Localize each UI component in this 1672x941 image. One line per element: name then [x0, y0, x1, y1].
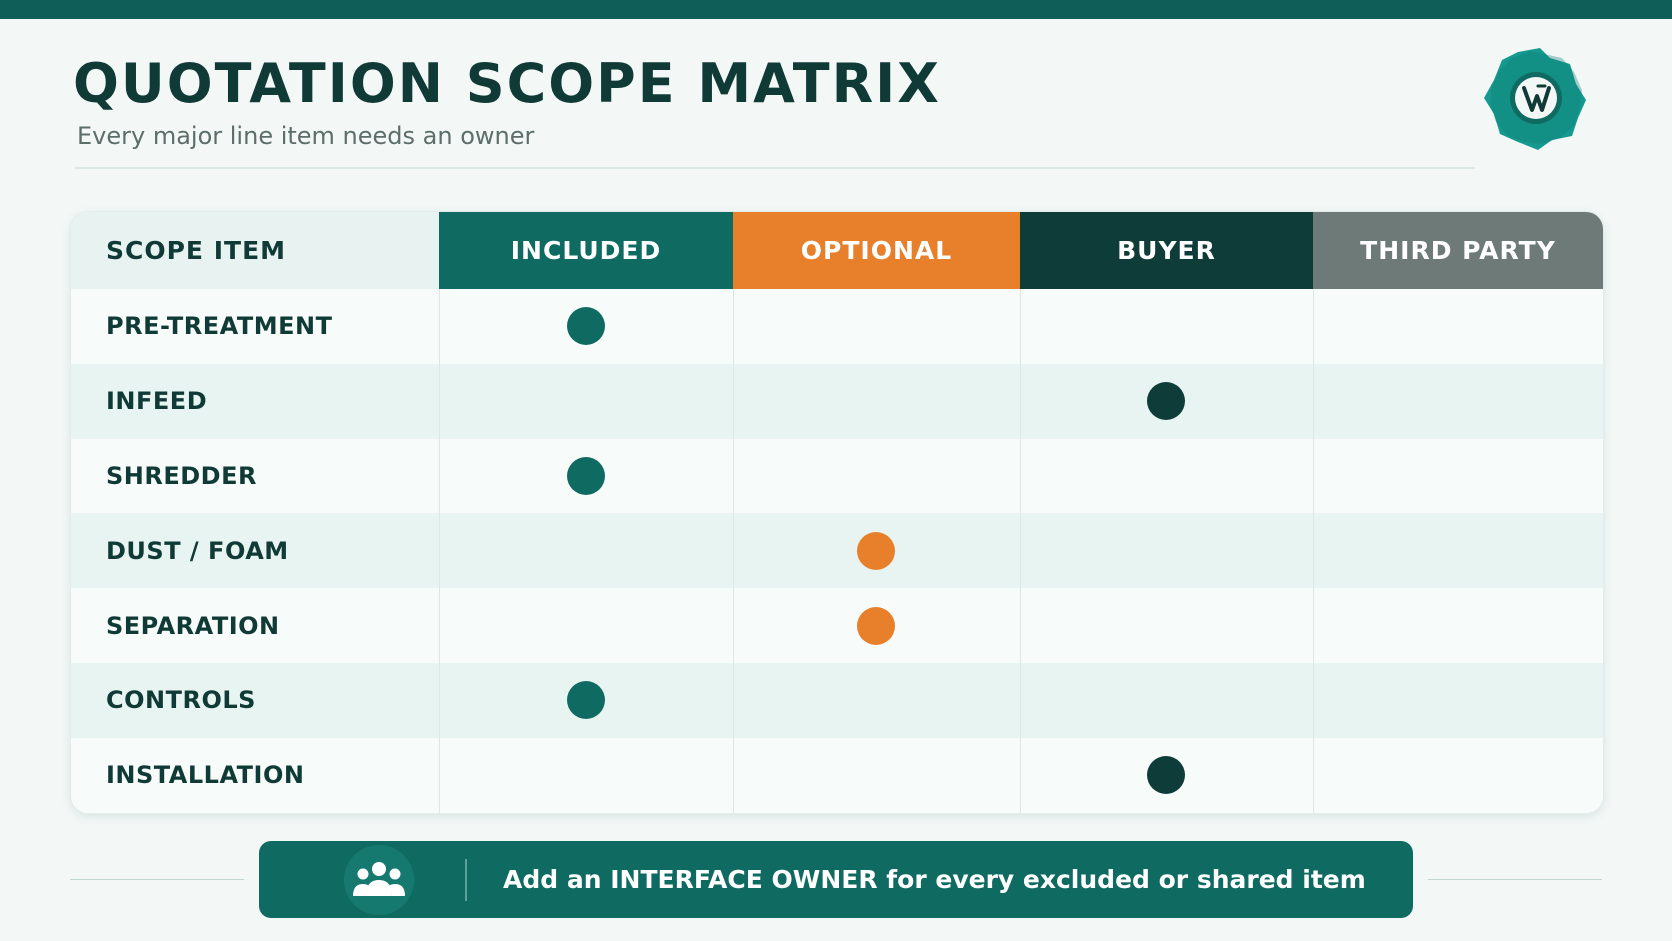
column-header-included: INCLUDED [439, 212, 733, 289]
scope-item-label: CONTROLS [106, 686, 256, 715]
ownership-dot-buyer [1147, 382, 1185, 421]
column-divider [1020, 289, 1021, 813]
table-row: SHREDDER [71, 438, 1603, 514]
column-divider [439, 289, 440, 813]
scope-item-label: INFEED [106, 387, 208, 416]
scope-item-label: INSTALLATION [106, 761, 305, 790]
ownership-dot-included [567, 456, 605, 495]
table-row: PRE-TREATMENT [71, 289, 1603, 364]
table-row: INFEED [71, 363, 1603, 439]
column-header-scope-item: SCOPE ITEM [71, 212, 439, 289]
column-header-third-party: THIRD PARTY [1313, 212, 1603, 289]
ownership-dot-buyer [1147, 756, 1185, 795]
table-row: INSTALLATION [71, 737, 1603, 813]
banner-text: Add an INTERFACE OWNER for every exclude… [503, 865, 1366, 894]
page-title: QUOTATION SCOPE MATRIX [73, 52, 941, 115]
scope-matrix-table: SCOPE ITEM INCLUDED OPTIONAL BUYER THIRD… [70, 211, 1604, 814]
column-divider [733, 289, 734, 813]
team-icon-badge [344, 845, 414, 915]
footer-rule-right [1428, 879, 1602, 880]
scope-item-label: PRE-TREATMENT [106, 312, 333, 341]
ownership-dot-included [567, 681, 605, 720]
column-header-optional: OPTIONAL [733, 212, 1020, 289]
table-body: PRE-TREATMENT INFEED SHREDDER DUST / FOA… [71, 289, 1603, 813]
ownership-dot-optional [857, 606, 895, 645]
title-divider [75, 167, 1475, 169]
scope-item-label: DUST / FOAM [106, 536, 289, 565]
interface-owner-banner: Add an INTERFACE OWNER for every exclude… [259, 841, 1413, 918]
top-accent-bar [0, 0, 1672, 19]
scope-item-label: SEPARATION [106, 611, 280, 640]
table-row: SEPARATION [71, 588, 1603, 663]
team-icon [353, 862, 405, 896]
footer-rule-left [70, 879, 244, 880]
table-row: CONTROLS [71, 663, 1603, 738]
banner-divider [465, 859, 467, 901]
ownership-dot-included [567, 307, 605, 346]
ownership-dot-optional [857, 531, 895, 570]
table-row: DUST / FOAM [71, 513, 1603, 589]
table-header-row: SCOPE ITEM INCLUDED OPTIONAL BUYER THIRD… [71, 212, 1603, 289]
page-subtitle: Every major line item needs an owner [77, 122, 535, 150]
column-header-buyer: BUYER [1020, 212, 1313, 289]
gear-logo-icon [1484, 48, 1586, 150]
column-divider [1313, 289, 1314, 813]
scope-item-label: SHREDDER [106, 461, 257, 490]
